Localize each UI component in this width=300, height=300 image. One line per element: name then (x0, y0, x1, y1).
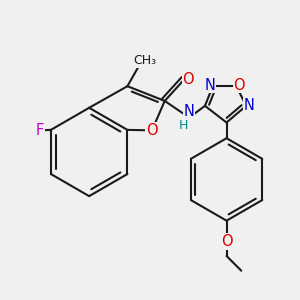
Text: H: H (179, 119, 188, 132)
Text: O: O (146, 123, 158, 138)
Text: N: N (184, 104, 195, 119)
Text: N: N (244, 98, 255, 113)
Text: N: N (204, 78, 215, 93)
Text: CH₃: CH₃ (134, 54, 157, 67)
Text: F: F (36, 123, 44, 138)
Text: O: O (221, 234, 232, 249)
Text: O: O (233, 78, 245, 93)
Text: O: O (182, 72, 194, 87)
